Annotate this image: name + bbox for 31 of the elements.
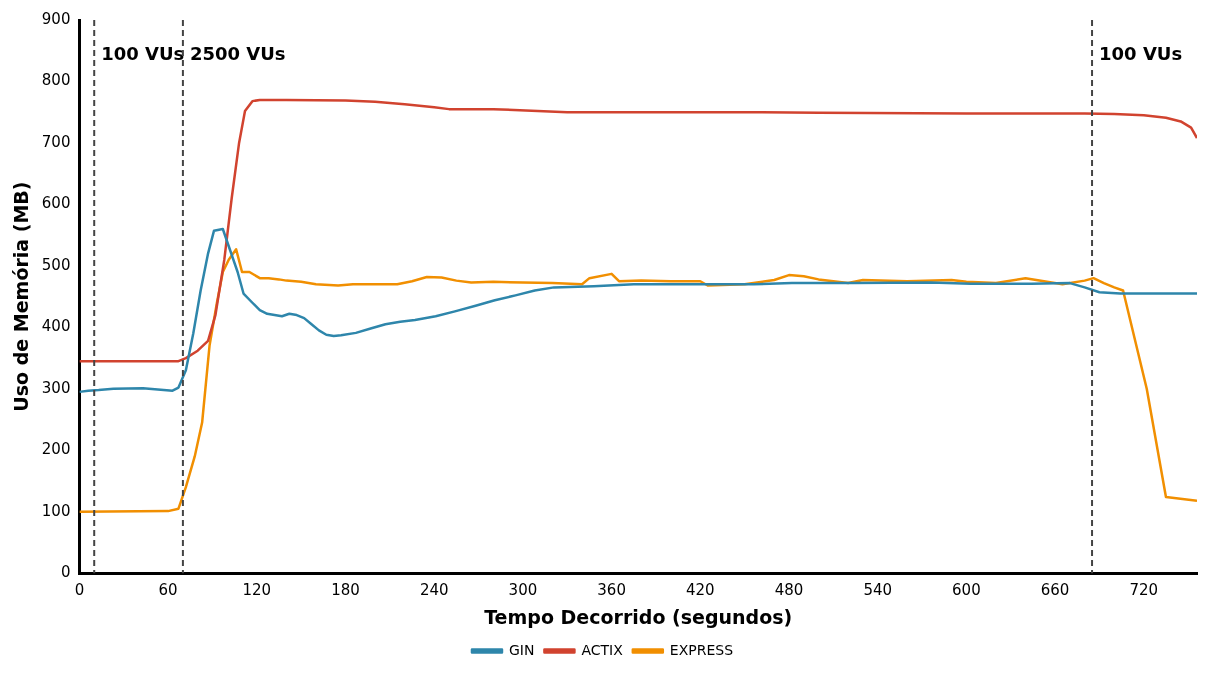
x-tick-label: 180 <box>331 581 360 600</box>
x-tick-label: 300 <box>508 581 538 600</box>
y-tick-label: 900 <box>41 9 71 28</box>
ref-line-label: 100 VUs <box>101 42 185 64</box>
x-tick-label: 0 <box>74 581 85 600</box>
y-tick-label: 300 <box>41 378 71 397</box>
x-tick-label: 480 <box>774 581 804 600</box>
y-tick-label: 400 <box>41 317 71 336</box>
ref-line-label: 2500 VUs <box>189 42 286 64</box>
x-tick-label: 660 <box>1040 581 1070 600</box>
y-tick-label: 700 <box>41 132 71 151</box>
x-tick-label: 360 <box>597 581 626 600</box>
x-tick-label: 720 <box>1129 581 1159 600</box>
x-tick-label: 540 <box>863 581 893 600</box>
x-tick-label: 60 <box>158 581 178 600</box>
ref-line-label: 100 VUs <box>1099 42 1183 64</box>
legend-label: GIN <box>508 641 535 658</box>
x-tick-label: 600 <box>952 581 981 600</box>
y-tick-label: 600 <box>41 194 71 213</box>
y-tick-label: 100 <box>41 501 71 520</box>
y-tick-label: 500 <box>41 255 71 274</box>
y-tick-label: 200 <box>41 440 71 459</box>
legend-label: EXPRESS <box>669 641 734 658</box>
x-tick-label: 240 <box>419 581 449 600</box>
y-axis-title: Uso de Memória (MB) <box>10 181 33 412</box>
y-tick-label: 0 <box>60 563 71 582</box>
x-axis-title: Tempo Decorrido (segundos) <box>484 605 793 628</box>
y-tick-label: 800 <box>41 71 71 90</box>
x-tick-label: 420 <box>685 581 715 600</box>
legend-label: ACTIX <box>581 641 624 658</box>
x-tick-label: 120 <box>242 581 272 600</box>
